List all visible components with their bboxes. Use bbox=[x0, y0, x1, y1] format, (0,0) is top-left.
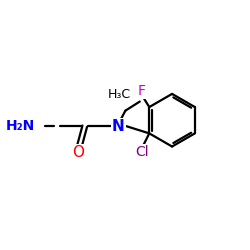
Text: O: O bbox=[72, 145, 84, 160]
Text: N: N bbox=[112, 119, 124, 134]
Text: H₂N: H₂N bbox=[6, 119, 35, 133]
Text: H₃C: H₃C bbox=[108, 88, 131, 101]
Text: F: F bbox=[138, 84, 145, 98]
Text: Cl: Cl bbox=[135, 145, 149, 159]
